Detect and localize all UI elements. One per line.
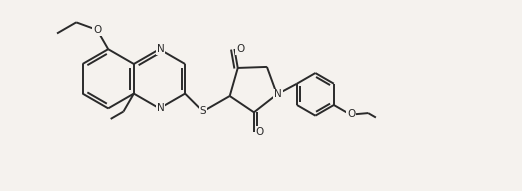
Text: O: O xyxy=(255,127,264,137)
Text: S: S xyxy=(199,106,206,116)
Text: N: N xyxy=(274,89,282,99)
Text: O: O xyxy=(93,25,101,35)
Text: N: N xyxy=(157,103,164,113)
Text: O: O xyxy=(347,109,355,119)
Text: N: N xyxy=(157,44,164,54)
Text: O: O xyxy=(236,44,244,54)
